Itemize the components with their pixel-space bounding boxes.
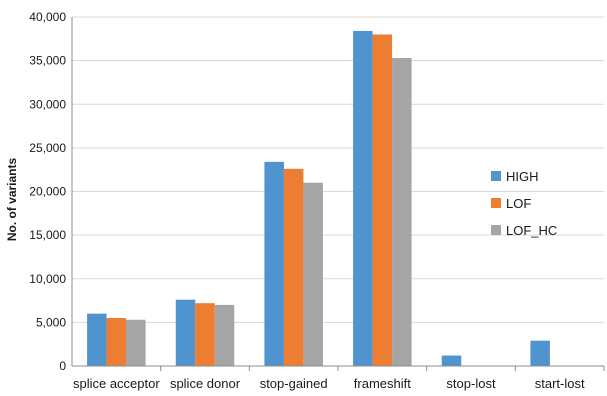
legend-label: HIGH [506, 169, 539, 184]
legend-label: LOF_HC [506, 223, 557, 238]
x-category-label: stop-gained [260, 376, 328, 391]
y-tick-label: 30,000 [29, 97, 66, 111]
bar-high [264, 161, 284, 366]
legend: HIGH LOF LOF_HC [491, 169, 557, 238]
bar-lof-hc [214, 304, 235, 366]
bar-lof-hc [392, 58, 412, 366]
y-tick-label: 25,000 [29, 141, 66, 155]
x-category-label: stop-lost [446, 376, 496, 391]
bars [87, 30, 550, 367]
bar-high [175, 299, 196, 366]
bar-high [530, 340, 550, 366]
bar-high [441, 355, 462, 366]
y-tick-label: 40,000 [29, 10, 66, 24]
bar-lof [283, 168, 304, 366]
x-category-label: splice acceptor [73, 376, 160, 391]
bar-lof-hc [126, 319, 146, 366]
bar-lof [195, 303, 215, 366]
bar-high [353, 30, 373, 367]
legend-swatch [491, 198, 501, 208]
y-tick-label: 35,000 [29, 54, 66, 68]
x-category-labels: splice acceptor splice donor stop-gained fr… [73, 376, 585, 391]
x-category-label: frameshift [354, 376, 411, 391]
y-tick-label: 0 [59, 359, 66, 373]
y-tick-label: 20,000 [29, 185, 66, 199]
y-tick-label: 5,000 [36, 315, 66, 329]
y-axis-title: No. of variants [5, 158, 19, 242]
gridlines [72, 16, 604, 323]
bar-lof-hc [303, 182, 323, 366]
x-category-label: splice donor [170, 376, 241, 391]
legend-swatch [491, 225, 501, 235]
bar-lof [106, 318, 127, 366]
bar-high [87, 313, 107, 366]
axes [71, 17, 605, 371]
x-category-label: start-lost [535, 376, 585, 391]
legend-swatch [491, 171, 501, 181]
y-tick-labels: 0 5,000 10,000 15,000 20,000 25,000 30,000 35,0… [29, 10, 66, 373]
y-tick-label: 15,000 [29, 228, 66, 242]
y-tick-label: 10,000 [29, 272, 66, 286]
bar-lof [372, 34, 393, 366]
legend-label: LOF [506, 196, 531, 211]
